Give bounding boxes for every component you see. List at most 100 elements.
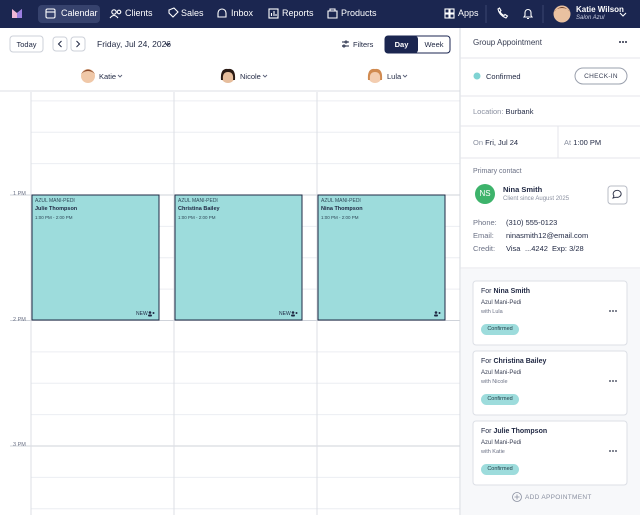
time-row: At 1:00 PM xyxy=(564,138,601,147)
day-button[interactable] xyxy=(385,36,418,53)
appointment-time: 1:00 PM - 2:00 PM xyxy=(178,215,216,220)
day-label: Day xyxy=(394,40,409,49)
nav-item[interactable]: Clients xyxy=(125,8,153,18)
card-menu[interactable] xyxy=(609,380,617,382)
checkin-button[interactable] xyxy=(574,67,628,85)
booking-service: Azul Mani-Pedi xyxy=(481,300,522,306)
card-menu[interactable] xyxy=(609,450,617,452)
booking-staff: with Nicole xyxy=(481,379,508,385)
nav-item[interactable]: Calendar xyxy=(61,8,98,18)
group-icon xyxy=(291,311,298,317)
booking-status: Confirmed xyxy=(487,326,513,332)
card-menu[interactable] xyxy=(609,310,617,312)
nav-item[interactable]: Reports xyxy=(282,8,314,18)
user-salon: Salon Azul xyxy=(576,15,605,21)
group-icon-part xyxy=(291,311,295,314)
prev-button[interactable] xyxy=(52,36,68,52)
appointment-client: Nina Thompson xyxy=(321,206,363,212)
nav-item[interactable]: Products xyxy=(341,8,377,18)
appointment-service: AZUL MANI-PEDI xyxy=(35,198,75,204)
contact-heading: Primary contact xyxy=(473,168,522,175)
checkin-label: CHECK-IN xyxy=(584,72,618,80)
add-icon xyxy=(512,492,522,502)
staff-name[interactable]: Nicole xyxy=(240,72,261,81)
user-avatar[interactable] xyxy=(553,5,571,23)
panel-dividers xyxy=(460,57,640,269)
detail-value: ninasmith12@email.com xyxy=(506,231,589,240)
menu-dot xyxy=(615,380,617,382)
booking-staff: with Lula xyxy=(481,309,503,315)
location-value: Burbank xyxy=(505,107,534,116)
message-icon xyxy=(612,189,622,199)
appointment-service: AZUL MANI-PEDI xyxy=(178,198,218,204)
appointment[interactable] xyxy=(317,194,446,321)
group-icon-part xyxy=(148,314,152,317)
menu-dot xyxy=(615,450,617,452)
date-value: Fri, Jul 24 xyxy=(485,138,519,147)
menu-dot xyxy=(612,310,614,312)
detail-label: Email: xyxy=(473,231,494,240)
booking-for: For xyxy=(481,288,492,295)
staff-name[interactable]: Lula xyxy=(387,72,402,81)
date-caption: On xyxy=(473,138,484,147)
panel-menu[interactable] xyxy=(619,41,627,43)
booking-staff: with Katie xyxy=(481,449,505,455)
date-label[interactable]: Friday, Jul 24, 2026 xyxy=(97,39,172,49)
time-value: 1:00 PM xyxy=(573,138,602,147)
detail-value: Visa xyxy=(506,244,521,253)
contact-name[interactable]: Nina Smith xyxy=(503,185,543,194)
staff-avatars xyxy=(81,68,383,83)
appointment-time: 1:00 PM - 2:00 PM xyxy=(35,215,73,220)
contact-since: Client since August 2025 xyxy=(503,196,570,202)
appointment-service: AZUL MANI-PEDI xyxy=(321,198,361,204)
booking-heading: For Nina Smith xyxy=(481,288,530,295)
status-dot xyxy=(473,72,481,80)
today-button[interactable] xyxy=(9,35,44,53)
status-badge xyxy=(481,324,519,335)
filters-label[interactable]: Filters xyxy=(353,40,374,49)
time-label: 2 PM xyxy=(13,316,26,323)
group-icon-part xyxy=(295,312,298,314)
booking-name: Julie Thompson xyxy=(493,428,548,435)
time-label: 3 PM xyxy=(13,442,26,448)
nav-item[interactable]: Inbox xyxy=(231,8,254,18)
appointment-time: 1:00 PM - 2:00 PM xyxy=(321,215,359,220)
nav-item[interactable]: Sales xyxy=(181,8,204,18)
nav-bar xyxy=(0,0,640,28)
appointment[interactable] xyxy=(31,194,160,321)
contact-initials: NS xyxy=(479,189,491,198)
appointment-client: Julie Thompson xyxy=(35,206,78,212)
group-icon-part xyxy=(152,312,155,314)
menu-dot xyxy=(615,310,617,312)
avatar-hair xyxy=(554,7,570,12)
group-icon xyxy=(434,311,441,317)
staff-name[interactable]: Katie xyxy=(99,72,117,81)
detail-label: Phone: xyxy=(473,218,497,227)
appointment-badge: NEW xyxy=(279,311,291,317)
group-icon-part xyxy=(148,311,152,314)
menu-dot xyxy=(609,450,611,452)
booking-service: Azul Mani-Pedi xyxy=(481,440,522,446)
menu-dot xyxy=(609,380,611,382)
booking-status: Confirmed xyxy=(487,396,513,402)
group-icon-part xyxy=(438,312,441,314)
card-exp: Exp: 3/28 xyxy=(552,244,584,253)
toolbar-icons xyxy=(57,40,349,48)
add-appointment[interactable]: ADD APPOINTMENT xyxy=(525,494,592,501)
location-label: Location: Burbank xyxy=(473,107,533,116)
message-button[interactable] xyxy=(607,185,628,205)
nav-icons xyxy=(45,7,627,20)
appointment[interactable] xyxy=(174,194,303,321)
booking-heading: For Christina Bailey xyxy=(481,358,546,365)
group-icon-part xyxy=(434,314,438,317)
menu-dot xyxy=(609,310,611,312)
date-row: On Fri, Jul 24 xyxy=(473,138,518,147)
appointment-badge: NEW xyxy=(136,311,148,317)
group-icon xyxy=(148,311,155,317)
staff-chevrons xyxy=(117,74,408,78)
booking-service: Azul Mani-Pedi xyxy=(481,370,522,376)
nav-apps[interactable]: Apps xyxy=(458,8,479,18)
next-button[interactable] xyxy=(70,36,86,52)
detail-label: Credit: xyxy=(473,244,496,253)
